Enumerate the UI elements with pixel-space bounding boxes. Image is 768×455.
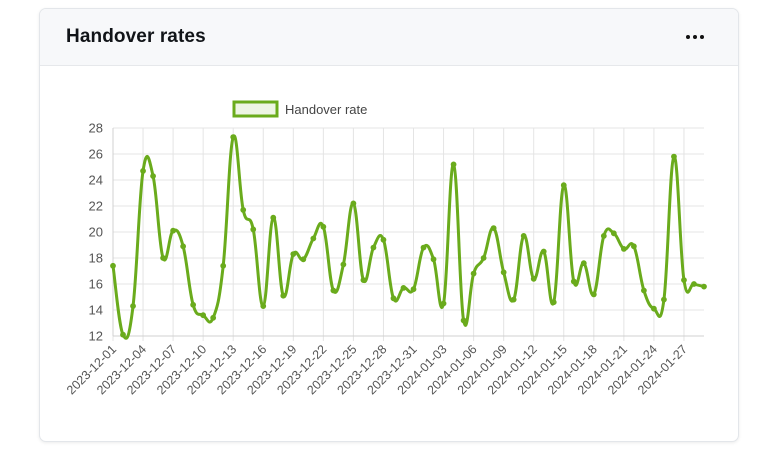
data-point	[671, 153, 677, 160]
data-point	[480, 255, 487, 261]
y-tick-label: 26	[89, 147, 103, 162]
data-point	[320, 223, 327, 230]
data-point	[260, 303, 267, 310]
data-point	[370, 244, 377, 251]
data-point	[470, 270, 477, 277]
dot	[700, 35, 704, 39]
data-point	[500, 269, 507, 276]
data-point	[630, 243, 637, 250]
data-point	[240, 207, 247, 213]
data-point	[130, 303, 136, 310]
data-point	[360, 277, 367, 284]
data-point	[620, 246, 627, 252]
data-point	[200, 312, 207, 319]
data-point	[380, 236, 387, 243]
data-point	[210, 314, 217, 321]
data-point	[420, 244, 427, 251]
data-point	[300, 256, 307, 263]
data-point	[110, 262, 116, 269]
data-point	[140, 168, 146, 174]
data-point	[570, 278, 577, 285]
data-point	[490, 225, 497, 232]
data-point	[560, 182, 567, 189]
data-point	[540, 248, 547, 255]
data-point	[450, 161, 457, 168]
data-point	[691, 281, 697, 287]
data-point	[120, 331, 126, 338]
data-point	[280, 292, 287, 299]
data-point	[530, 275, 537, 282]
handover-rate-series-line	[111, 134, 706, 340]
data-point	[510, 296, 517, 303]
data-point	[310, 235, 317, 242]
y-tick-label: 18	[89, 251, 103, 266]
data-point	[651, 305, 657, 312]
handover-rates-card: Handover rates	[39, 8, 739, 442]
y-tick-label: 16	[89, 277, 103, 292]
data-point	[220, 262, 227, 269]
y-tick-label: 28	[89, 121, 103, 136]
data-point	[460, 317, 467, 324]
data-point	[150, 173, 156, 180]
legend-swatch	[232, 100, 279, 118]
dot	[693, 35, 697, 39]
data-point	[661, 296, 667, 303]
data-point	[190, 301, 197, 308]
data-point	[160, 255, 166, 261]
data-point	[230, 134, 237, 141]
data-point	[681, 277, 687, 284]
y-tick-label: 22	[89, 199, 103, 214]
data-point	[340, 261, 347, 268]
data-point	[430, 256, 437, 263]
y-tick-label: 20	[89, 225, 103, 240]
data-point	[330, 287, 337, 294]
legend-label: Handover rate	[285, 102, 367, 117]
y-tick-label: 14	[89, 303, 103, 318]
more-options-icon[interactable]	[682, 31, 708, 43]
y-tick-label: 12	[89, 329, 103, 344]
data-point	[400, 285, 407, 291]
data-point	[701, 283, 707, 290]
data-point	[580, 260, 587, 267]
data-point	[610, 230, 617, 237]
data-point	[180, 243, 187, 250]
data-point	[350, 200, 357, 207]
data-point	[550, 299, 557, 306]
data-point	[170, 227, 177, 234]
card-title: Handover rates	[66, 26, 206, 47]
data-point	[390, 295, 397, 302]
data-point	[290, 251, 297, 258]
data-point	[600, 233, 607, 239]
data-point	[250, 226, 257, 233]
y-tick-label: 24	[89, 173, 103, 188]
data-point	[270, 214, 277, 221]
dot	[686, 35, 690, 39]
card-header: Handover rates	[40, 9, 738, 66]
data-point	[440, 300, 447, 307]
data-point	[410, 286, 417, 293]
data-point	[520, 233, 527, 239]
data-point	[590, 291, 597, 298]
data-point	[640, 287, 647, 294]
